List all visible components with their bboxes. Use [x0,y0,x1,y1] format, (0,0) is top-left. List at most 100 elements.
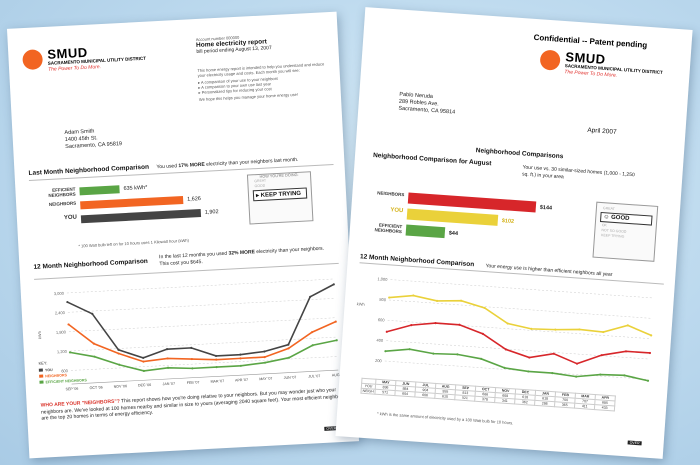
sun-icon [22,49,44,71]
data-point [142,369,145,373]
smud-logo: SMUD SACRAMENTO MUNICIPAL UTILITY DISTRI… [539,49,664,82]
data-point [504,348,507,351]
report-page-left: SMUD SACRAMENTO MUNICIPAL UTILITY DISTRI… [6,11,360,459]
bar-label: EFFICIENT NEIGHBORS [48,186,76,198]
data-point [287,356,291,359]
data-point [66,300,69,304]
data-point [410,324,413,327]
data-point [602,330,605,334]
grid-line [67,298,335,313]
confidential-label: Confidential -- Patent pending [533,32,648,50]
august-summary: Your use vs. 30 similar-sized homes (1,0… [521,164,635,180]
data-point [166,357,169,360]
data-point [551,372,554,375]
table-cell: 604 [394,390,416,397]
table-cell: 610 [434,393,456,400]
data-point [388,296,391,299]
x-tick-label: OCT '06 [89,385,102,390]
data-point [623,374,626,377]
legend-swatch [39,380,44,384]
data-point [575,375,578,378]
x-tick-label: JUL '07 [308,374,320,379]
performance-meter: GREAT ☺ GOOD OK NOT SO GOOD KEEP TRYING [592,201,659,262]
data-point [554,328,557,331]
bar-label: YOU [63,214,78,222]
data-point [384,350,387,353]
data-point [118,363,121,366]
y-tick-label: 2,400 [55,310,66,316]
data-point [552,352,555,355]
data-point [190,346,193,349]
data-point [503,366,506,370]
data-point [239,353,242,356]
grid-line [70,356,338,371]
data-point [239,357,242,360]
data-point [624,350,628,353]
grid-line [386,340,650,360]
kwh-footnote: * 100 Watt bulb left on for 10 hours use… [78,237,189,249]
data-point [460,299,463,302]
y-tick-label: 600 [61,368,69,373]
data-point [335,339,338,342]
y-tick-label: 200 [375,358,383,364]
legend-label: EFFICIENT NEIGHBORS [45,378,87,384]
y-tick-label: 1,200 [57,349,68,355]
y-axis-label: kWh [37,331,42,339]
data-point [528,356,531,359]
data-point [527,370,530,373]
twelve-month-chart: kWh 3,000 2,400 1,800 1,200 600 SEP '06 OCT '06… [37,278,345,391]
legend-label: NEIGHBORS [45,373,68,378]
legend-label: YOU [45,368,53,372]
grid-line [69,336,337,352]
y-tick-label: 3,000 [54,291,65,297]
bar-value: $144 [539,204,553,212]
data-point [214,354,218,358]
x-tick-label: FEB '07 [187,380,200,385]
y-tick-label: 1,800 [56,329,67,335]
bar [80,209,202,224]
data-point [239,364,242,367]
x-tick-label: JUN '07 [284,375,297,380]
bar-value: 635 kWh* [123,184,148,193]
data-point [310,331,314,334]
table-cell: 341 [494,397,516,404]
data-point [287,343,290,346]
data-point [650,334,653,337]
data-point [215,365,218,369]
bar-value: $44 [448,230,459,238]
data-point [68,351,72,354]
bar-value: 1,626 [187,196,202,203]
x-axis [71,369,339,385]
x-tick-label: DEC '06 [138,383,151,388]
x-tick-label: NOV '06 [114,384,128,389]
data-point [481,332,484,335]
grid-line [68,317,336,332]
table-cell: 571 [375,389,396,396]
series-line [68,320,337,363]
report-header: Account number 000000 Home electricity r… [196,30,329,102]
report-date: April 2007 [587,126,617,136]
bar-value: 1,902 [204,209,219,216]
bar-label: NEIGHBORS [48,200,77,207]
data-point [165,348,169,351]
bar [406,208,499,226]
data-point [435,299,439,303]
data-point [263,350,266,353]
data-point [506,322,509,325]
y-axis-label: kWh [357,301,365,307]
bar [79,185,120,196]
over-tag: OVER [627,440,642,446]
legend-title: KEY: [38,360,47,365]
data-point [480,357,483,360]
data-point [626,324,629,327]
grid-line [389,299,653,319]
y-tick-label: 400 [376,337,384,343]
table-cell: 286 [534,400,555,407]
data-point [117,348,120,351]
data-point [92,342,95,345]
performance-meter: HOW YOU'RE DOING: GREAT GOOD ▸ KEEP TRYI… [246,171,314,225]
data-point [166,366,170,369]
data-point [385,330,388,333]
data-point [311,344,314,347]
series-line [69,339,337,372]
